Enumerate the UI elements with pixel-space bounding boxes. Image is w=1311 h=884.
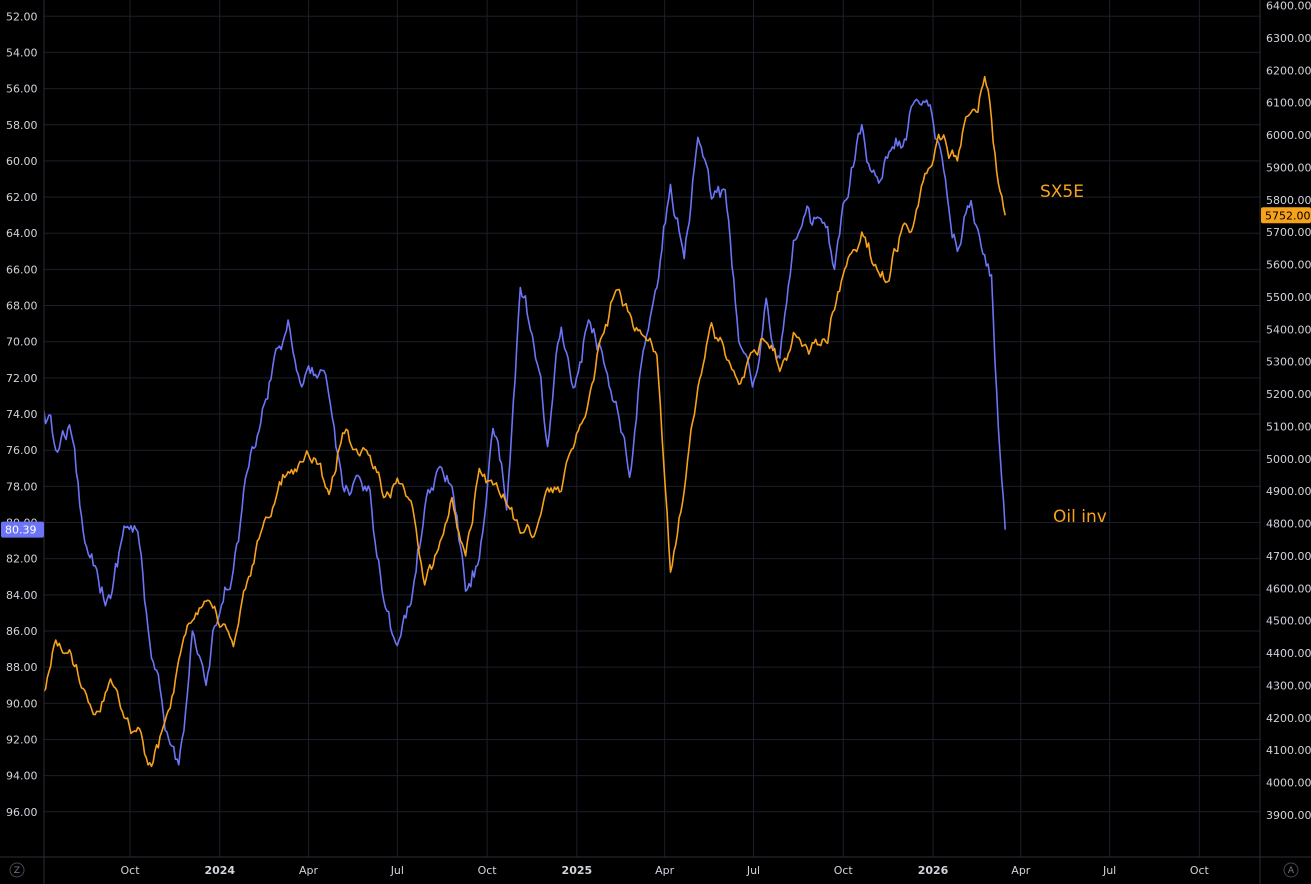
right-tick-label: 4900.00 (1266, 485, 1311, 498)
left-tick-label: 74.00 (6, 408, 38, 421)
time-tick-label: Jul (1102, 864, 1116, 877)
last-value-badge-left (1, 521, 44, 538)
right-tick-label: 4100.00 (1266, 744, 1311, 757)
left-tick-label: 92.00 (6, 733, 38, 746)
time-tick-label: Jul (746, 864, 760, 877)
right-tick-label: 4800.00 (1266, 518, 1311, 531)
series-labels: SX5E Oil inv (1040, 182, 1107, 527)
time-tick-label: Apr (299, 864, 319, 877)
corner-buttons: Z A (9, 862, 1299, 878)
right-tick-label: 6000.00 (1266, 129, 1311, 142)
time-tick-label: Oct (120, 864, 140, 877)
series-line-oil-inv (41, 98, 1006, 766)
time-tick-label: Apr (1011, 864, 1031, 877)
right-tick-label: 6100.00 (1266, 97, 1311, 110)
right-tick-label: 4600.00 (1266, 582, 1311, 595)
time-axis-ticks: Oct 2024 Apr Jul Oct 2025 Apr Jul Oct 2026 Apr Jul O… (120, 864, 1209, 877)
right-tick-label: 6300.00 (1266, 32, 1311, 45)
left-tick-label: 78.00 (6, 480, 38, 493)
left-tick-label: 60.00 (6, 155, 38, 168)
right-tick-label: 5200.00 (1266, 388, 1311, 401)
right-tick-label: 4400.00 (1266, 647, 1311, 660)
right-tick-label: 4700.00 (1266, 550, 1311, 563)
left-tick-label: 72.00 (6, 372, 38, 385)
left-tick-label: 52.00 (6, 10, 38, 23)
left-tick-label: 56.00 (6, 83, 38, 96)
series-line-sx5e (41, 75, 1006, 768)
right-tick-label: 5300.00 (1266, 356, 1311, 369)
time-tick-label: Apr (655, 864, 675, 877)
right-tick-label: 5400.00 (1266, 323, 1311, 336)
left-tick-label: 62.00 (6, 191, 38, 204)
right-axis-panel[interactable] (1260, 0, 1311, 857)
last-value-badges: 80.39 5752.00 (1, 207, 1311, 538)
left-tick-label: 90.00 (6, 697, 38, 710)
right-tick-label: 5600.00 (1266, 259, 1311, 272)
time-tick-label: Oct (1190, 864, 1210, 877)
series-label-oil-inv: Oil inv (1053, 507, 1107, 527)
zoom-mode-button[interactable] (9, 862, 25, 878)
time-tick-label: Oct (834, 864, 854, 877)
right-tick-label: 6200.00 (1266, 64, 1311, 77)
grid (44, 0, 1260, 857)
series-label-sx5e: SX5E (1040, 182, 1084, 202)
left-tick-label: 82.00 (6, 553, 38, 566)
time-tick-label: Oct (478, 864, 498, 877)
zoom-mode-label: Z (14, 866, 20, 876)
time-tick-label: 2024 (204, 864, 235, 877)
right-tick-label: 6400.00 (1266, 0, 1311, 13)
right-tick-label: 5100.00 (1266, 420, 1311, 433)
auto-scale-label: A (1288, 866, 1295, 876)
auto-scale-button[interactable] (1283, 862, 1299, 878)
time-tick-label: Jul (390, 864, 404, 877)
time-axis-panel[interactable] (0, 857, 1311, 884)
right-tick-label: 4000.00 (1266, 777, 1311, 790)
last-value-right-text: 5752.00 (1265, 209, 1311, 222)
left-tick-label: 64.00 (6, 227, 38, 240)
right-axis-ticks: 3900.00 4000.00 4100.00 4200.00 4300.00 4400.… (1266, 0, 1311, 822)
right-tick-label: 4300.00 (1266, 679, 1311, 692)
left-tick-label: 96.00 (6, 806, 38, 819)
left-axis-ticks: 52.00 54.00 56.00 58.00 60.00 62.00 64.00 66.00… (6, 10, 38, 819)
right-tick-label: 5000.00 (1266, 453, 1311, 466)
right-tick-label: 5700.00 (1266, 226, 1311, 239)
left-tick-label: 84.00 (6, 589, 38, 602)
right-tick-label: 5800.00 (1266, 194, 1311, 207)
left-tick-label: 94.00 (6, 770, 38, 783)
left-tick-label: 88.00 (6, 661, 38, 674)
right-tick-label: 4500.00 (1266, 615, 1311, 628)
left-tick-label: 68.00 (6, 300, 38, 313)
right-tick-label: 5500.00 (1266, 291, 1311, 304)
left-tick-label: 76.00 (6, 444, 38, 457)
right-tick-label: 5900.00 (1266, 161, 1311, 174)
left-axis-panel[interactable] (0, 0, 44, 857)
left-tick-label: 66.00 (6, 263, 38, 276)
time-tick-label: 2026 (918, 864, 949, 877)
last-value-badge-right (1261, 207, 1311, 224)
left-tick-label: 86.00 (6, 625, 38, 638)
left-tick-label: 54.00 (6, 46, 38, 59)
left-tick-label: 58.00 (6, 119, 38, 132)
series-layer (41, 75, 1006, 768)
left-tick-label: 70.00 (6, 336, 38, 349)
last-value-left-text: 80.39 (5, 524, 37, 537)
right-tick-label: 3900.00 (1266, 809, 1311, 822)
time-tick-label: 2025 (562, 864, 593, 877)
right-tick-label: 4200.00 (1266, 712, 1311, 725)
